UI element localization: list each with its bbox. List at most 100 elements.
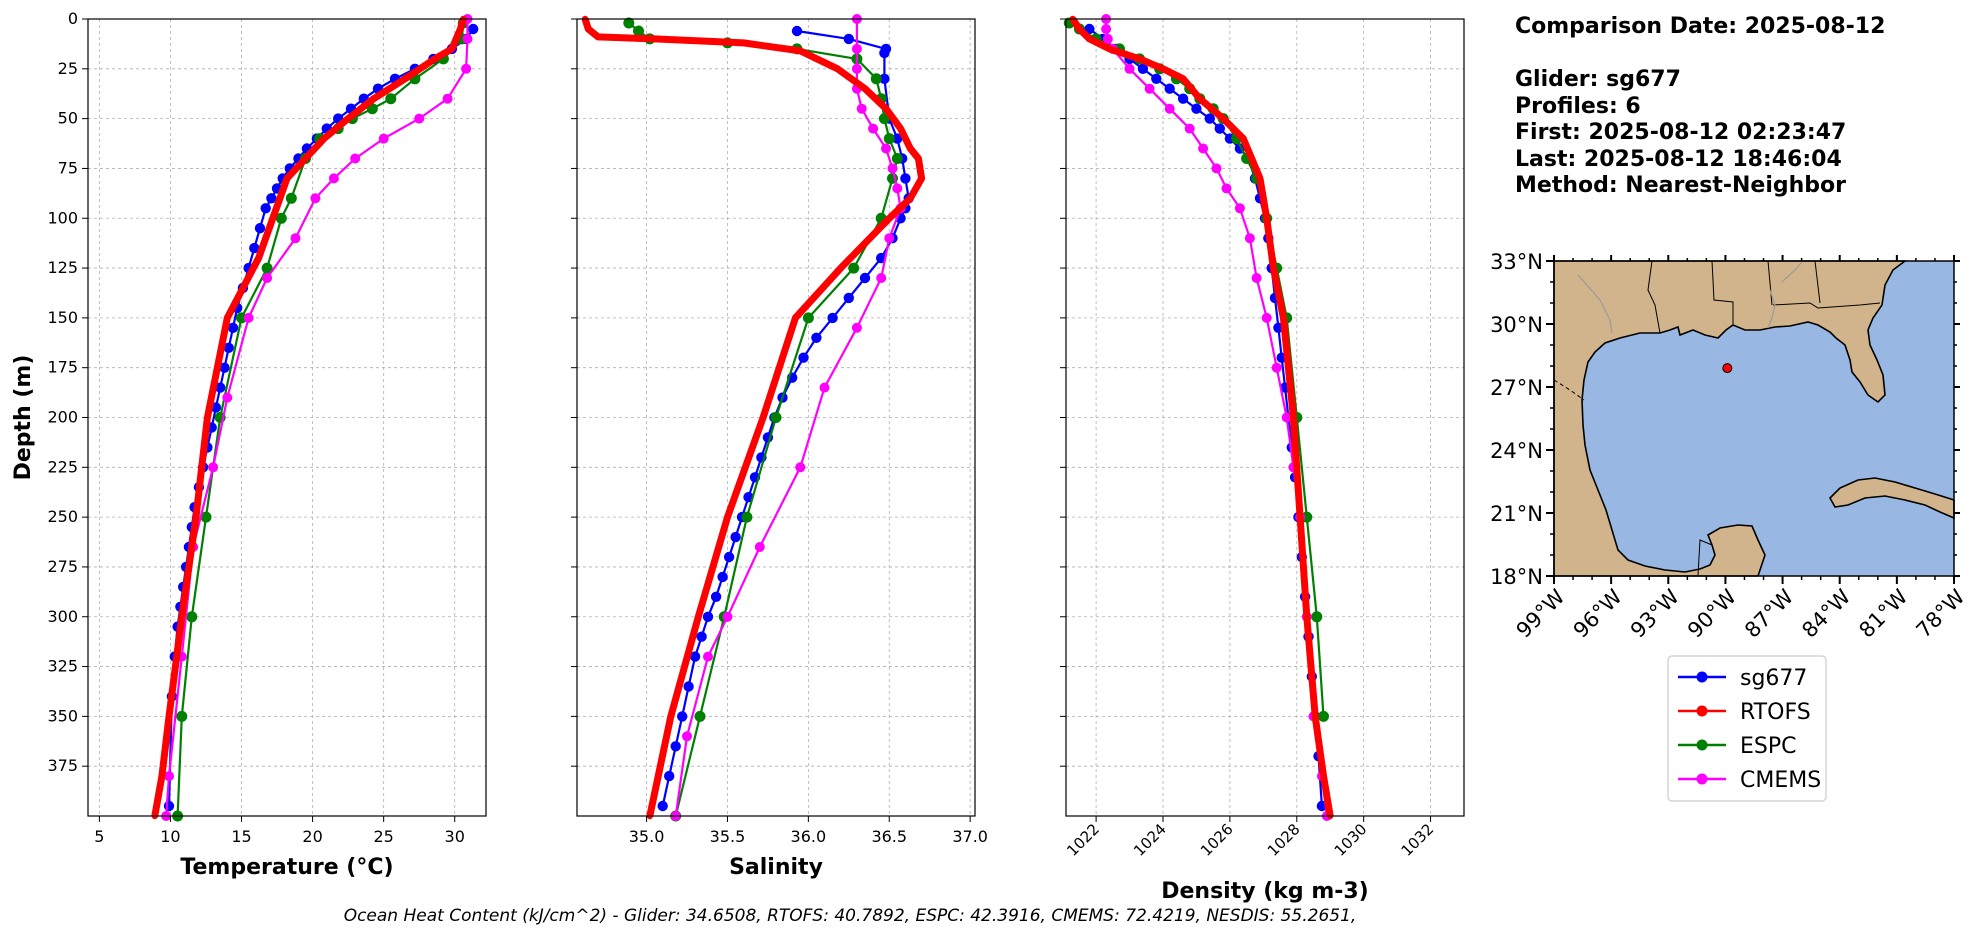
map-coast-border bbox=[1553, 379, 1585, 401]
data-point bbox=[1159, 65, 1167, 73]
data-point bbox=[1244, 233, 1255, 244]
data-point bbox=[261, 262, 273, 274]
glider-location-marker bbox=[1722, 363, 1733, 374]
y-tick-label: 350 bbox=[47, 706, 78, 725]
data-point bbox=[907, 195, 914, 202]
legend-marker bbox=[1696, 705, 1708, 717]
data-point bbox=[1270, 264, 1277, 272]
legend-label: sg677 bbox=[1740, 666, 1807, 691]
data-point bbox=[723, 551, 735, 563]
data-point bbox=[414, 113, 425, 124]
data-point bbox=[1179, 75, 1187, 83]
y-tick-label: 225 bbox=[47, 457, 78, 476]
map-x-tick-label: 84°W bbox=[1797, 584, 1855, 642]
data-point bbox=[1312, 713, 1319, 720]
data-point bbox=[887, 163, 898, 174]
data-point bbox=[236, 312, 247, 324]
data-point bbox=[741, 511, 753, 523]
data-point bbox=[1240, 135, 1247, 142]
data-point bbox=[811, 332, 822, 343]
x-tick-label: 36.5 bbox=[871, 827, 907, 846]
x-tick-label: 1024 bbox=[1130, 820, 1170, 860]
data-point bbox=[623, 17, 635, 29]
data-point bbox=[879, 73, 890, 85]
info-block: Comparison Date: 2025-08-12 Glider: sg677… bbox=[1515, 14, 1885, 200]
data-point bbox=[1281, 412, 1292, 423]
data-point bbox=[827, 312, 838, 324]
data-point bbox=[448, 45, 456, 53]
data-point bbox=[283, 175, 291, 182]
map-x-tick-label: 96°W bbox=[1569, 584, 1627, 642]
data-point bbox=[657, 800, 668, 812]
data-point bbox=[192, 513, 200, 521]
data-point bbox=[266, 193, 277, 204]
x-tick-label: 10 bbox=[160, 827, 180, 846]
data-point bbox=[843, 33, 854, 45]
data-point bbox=[204, 414, 211, 421]
data-point bbox=[164, 771, 174, 782]
data-point bbox=[1280, 314, 1287, 322]
data-point bbox=[243, 312, 254, 323]
data-point bbox=[792, 314, 799, 322]
data-point bbox=[724, 513, 731, 521]
y-tick-label: 25 bbox=[58, 59, 78, 78]
series-cmems bbox=[161, 14, 473, 821]
x-tick-label: 20 bbox=[302, 827, 322, 846]
map-border bbox=[1767, 260, 1773, 306]
data-point bbox=[1124, 63, 1135, 74]
first-time: First: 2025-08-12 02:23:47 bbox=[1515, 120, 1847, 145]
y-tick-label: 75 bbox=[58, 158, 78, 177]
x-tick-label: 30 bbox=[445, 827, 465, 846]
data-point bbox=[227, 322, 239, 333]
data-point bbox=[1164, 83, 1175, 94]
data-point bbox=[163, 800, 175, 812]
data-point bbox=[694, 710, 706, 722]
data-point bbox=[891, 153, 903, 164]
data-point bbox=[754, 542, 765, 552]
data-point bbox=[1271, 362, 1282, 373]
ocean-heat-content-text: Ocean Heat Content (kJ/cm^2) - Glider: 3… bbox=[343, 906, 1357, 926]
data-point bbox=[594, 33, 602, 41]
data-point bbox=[290, 233, 301, 244]
legend-item-rtofs: RTOFS bbox=[1678, 700, 1811, 725]
data-point bbox=[759, 414, 767, 421]
data-point bbox=[215, 382, 226, 393]
data-point bbox=[1106, 45, 1113, 53]
data-point bbox=[254, 223, 266, 234]
map-border bbox=[1647, 260, 1661, 334]
data-point bbox=[918, 175, 925, 182]
data-point bbox=[1290, 414, 1297, 421]
y-tick-label: 150 bbox=[47, 308, 78, 327]
y-tick-label: 250 bbox=[47, 507, 78, 526]
data-point bbox=[795, 462, 806, 473]
data-point bbox=[260, 203, 271, 214]
y-tick-label: 100 bbox=[47, 208, 78, 227]
data-point bbox=[881, 143, 891, 154]
map-x-tick-label: 81°W bbox=[1854, 584, 1912, 642]
data-point bbox=[876, 273, 887, 283]
legend-marker bbox=[1696, 773, 1708, 785]
y-tick-label: 200 bbox=[47, 408, 78, 427]
legend-label: CMEMS bbox=[1740, 768, 1821, 793]
data-point bbox=[1191, 103, 1202, 114]
data-point bbox=[1221, 183, 1232, 194]
map-y-tick-label: 21°N bbox=[1490, 502, 1543, 526]
data-point bbox=[791, 25, 803, 37]
data-point bbox=[683, 681, 694, 692]
y-tick-label: 375 bbox=[47, 756, 78, 775]
data-point bbox=[1086, 35, 1093, 43]
y-tick-label: 0 bbox=[68, 9, 78, 28]
map-x-tick-label: 78°W bbox=[1912, 584, 1970, 642]
data-point bbox=[879, 47, 890, 59]
last-time: Last: 2025-08-12 18:46:04 bbox=[1515, 146, 1842, 172]
x-tick-label: 1022 bbox=[1063, 820, 1103, 860]
data-point bbox=[703, 651, 713, 662]
data-point bbox=[870, 73, 882, 85]
x-tick-label: 1030 bbox=[1331, 820, 1371, 860]
data-point bbox=[861, 85, 869, 92]
data-point bbox=[907, 145, 914, 152]
data-point bbox=[208, 462, 219, 473]
legend-label: RTOFS bbox=[1740, 700, 1811, 725]
data-point bbox=[1303, 613, 1311, 620]
data-point bbox=[892, 183, 903, 194]
